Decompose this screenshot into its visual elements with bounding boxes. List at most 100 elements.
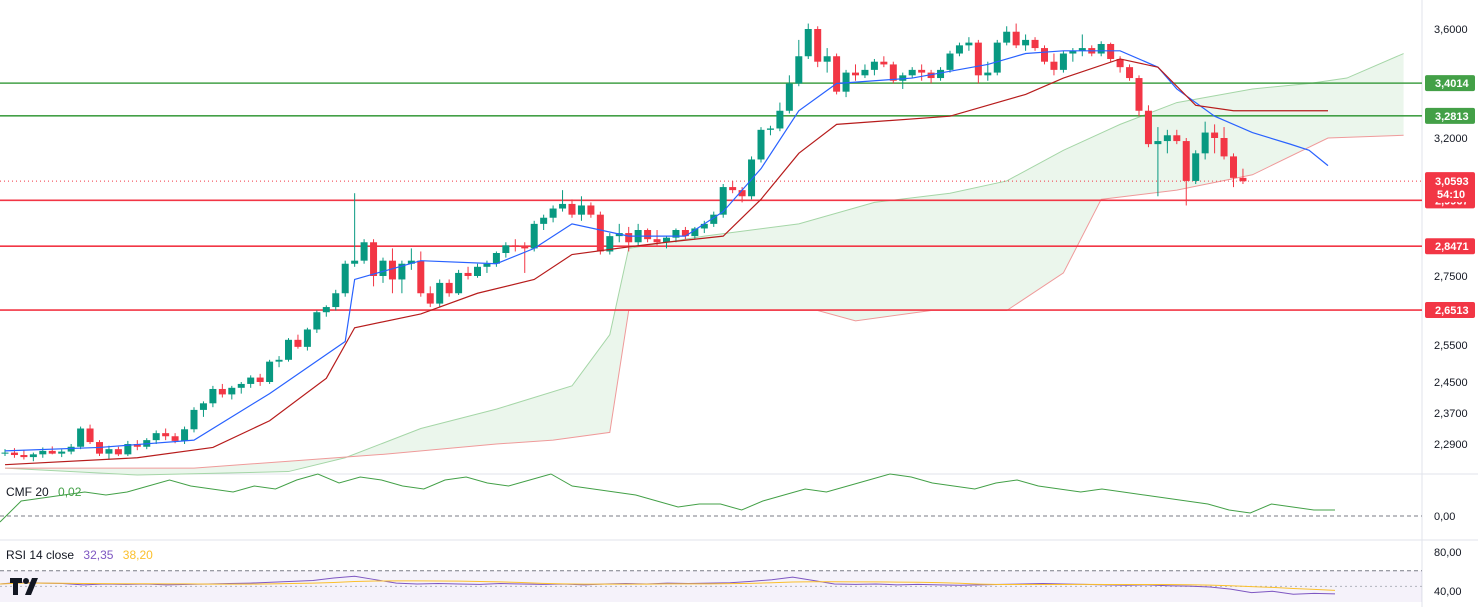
candle-body: [852, 72, 859, 76]
price-tick-label: 2,4500: [1434, 377, 1468, 389]
candle-body: [738, 190, 746, 197]
price-tick-label: 2,2900: [1434, 439, 1468, 451]
price-tick-label: 3,2000: [1434, 133, 1468, 145]
candle: [511, 239, 519, 252]
candle-body: [1107, 43, 1115, 59]
candle-body: [1230, 156, 1237, 178]
candle: [870, 58, 878, 76]
price-tick-label: 3,6000: [1434, 24, 1468, 36]
candle-body: [1097, 43, 1105, 54]
candle: [927, 69, 935, 84]
candle-body: [407, 260, 415, 264]
candle: [483, 260, 491, 273]
candle: [833, 53, 841, 95]
candle-body: [1211, 132, 1219, 138]
candle: [1041, 45, 1048, 65]
candle-body: [294, 339, 302, 347]
candle: [1135, 75, 1143, 117]
candle: [974, 39, 982, 84]
candle-body: [530, 223, 538, 249]
candle: [1163, 129, 1171, 154]
tradingview-logo-icon[interactable]: [10, 575, 42, 597]
candle-body: [700, 223, 708, 229]
candle-body: [870, 61, 878, 70]
cmf-axis-label: 0,00: [1434, 511, 1455, 523]
candle: [502, 242, 510, 258]
candle: [190, 407, 198, 433]
candle: [795, 39, 803, 87]
level-badge-label: 3,4014: [1435, 78, 1470, 90]
candle: [303, 327, 311, 351]
candle-body: [105, 449, 113, 454]
candle-body: [587, 205, 595, 215]
candle: [1003, 26, 1011, 46]
level-badge-label: 3,2813: [1435, 111, 1469, 123]
candle-body: [228, 387, 236, 395]
candle-body: [1182, 141, 1190, 181]
candle-body: [426, 293, 434, 304]
candle-body: [247, 377, 255, 384]
candle: [209, 385, 217, 408]
candle-body: [209, 388, 217, 404]
cmf-line: [0, 473, 1335, 523]
cmf-name: CMF 20: [6, 485, 49, 499]
level-badge-label: 2,6513: [1435, 305, 1469, 317]
candle: [549, 205, 557, 223]
candle: [426, 286, 434, 308]
candle: [1201, 121, 1209, 160]
rsi-ma-line: [0, 580, 1336, 591]
candle: [596, 211, 604, 255]
candle-body: [568, 203, 576, 215]
candle: [681, 226, 689, 240]
candle: [889, 61, 897, 84]
candle-body: [256, 377, 264, 382]
candles: [1, 23, 1247, 462]
candle-body: [757, 129, 765, 160]
candle: [445, 279, 453, 297]
candle-body: [1135, 78, 1143, 111]
cmf-pane: [0, 473, 1422, 523]
candle-body: [710, 214, 718, 224]
candle: [1097, 41, 1105, 57]
candle-body: [946, 53, 954, 70]
candle-body: [1144, 110, 1152, 145]
candle-body: [190, 409, 198, 430]
kijun-line: [4, 58, 1328, 466]
rsi-value: 32,35: [83, 548, 113, 562]
price-axis[interactable]: 3,6000 3,2000 2,7500 2,5500 2,4500 2,3700 2,29…: [1425, 24, 1475, 451]
candle-body: [823, 56, 831, 62]
candle-body: [766, 128, 774, 130]
candle: [1173, 129, 1181, 145]
candle: [124, 440, 132, 457]
candle: [1059, 50, 1067, 73]
candle: [1182, 138, 1190, 206]
candle: [1031, 37, 1039, 51]
candle-body: [1041, 48, 1048, 62]
candle-body: [691, 228, 699, 237]
candle: [521, 242, 529, 273]
candle: [1239, 168, 1247, 184]
support-resistance-lines: [0, 82, 1422, 311]
candle: [247, 375, 255, 388]
cloud-fill: [5, 53, 1404, 476]
candle-body: [474, 266, 481, 276]
candle: [294, 334, 302, 349]
candle-body: [48, 450, 56, 454]
candle: [48, 446, 56, 455]
candle: [1050, 53, 1058, 76]
candle-body: [833, 56, 841, 92]
candle-body: [899, 75, 907, 81]
level-badge: [1425, 238, 1475, 255]
candle-body: [1126, 67, 1134, 79]
candle-body: [918, 69, 926, 73]
candle: [322, 305, 330, 317]
candle: [748, 156, 756, 200]
ichimoku-cloud: [4, 53, 1404, 476]
candle: [785, 75, 793, 114]
candle: [587, 202, 595, 218]
candle-body: [1154, 141, 1162, 145]
candle-body: [748, 159, 756, 197]
candle: [766, 125, 774, 136]
candle: [1144, 105, 1152, 148]
